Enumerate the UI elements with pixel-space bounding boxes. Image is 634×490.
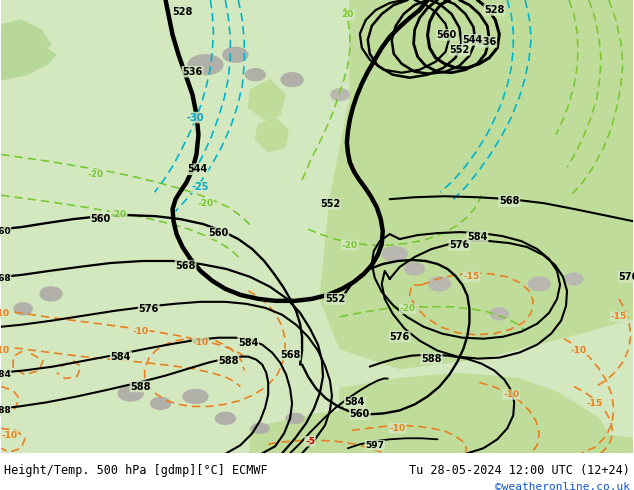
Text: 588: 588 [422, 354, 442, 364]
Ellipse shape [404, 263, 425, 275]
Text: Height/Temp. 500 hPa [gdmp][°C] ECMWF: Height/Temp. 500 hPa [gdmp][°C] ECMWF [4, 464, 268, 477]
Ellipse shape [183, 390, 208, 403]
Ellipse shape [286, 414, 304, 423]
Text: 552: 552 [320, 199, 340, 209]
Ellipse shape [151, 397, 171, 410]
Text: 568: 568 [176, 261, 196, 271]
Text: -15: -15 [611, 312, 627, 321]
Text: 584: 584 [345, 397, 365, 408]
Text: 552: 552 [325, 294, 345, 304]
Text: 560: 560 [208, 228, 228, 238]
Ellipse shape [490, 308, 508, 320]
Polygon shape [380, 0, 519, 80]
Text: 584: 584 [467, 232, 488, 242]
Ellipse shape [245, 69, 265, 81]
Ellipse shape [251, 423, 269, 433]
Text: 584: 584 [238, 338, 259, 348]
Ellipse shape [565, 273, 583, 285]
Text: -5: -5 [305, 437, 315, 446]
Polygon shape [249, 80, 285, 120]
Text: 568: 568 [499, 196, 519, 206]
Text: -30: -30 [187, 113, 204, 122]
Ellipse shape [216, 413, 235, 424]
Text: -10: -10 [390, 424, 406, 433]
Text: 588: 588 [0, 406, 11, 415]
Ellipse shape [40, 287, 62, 301]
Ellipse shape [188, 55, 223, 74]
Text: 560: 560 [0, 226, 11, 236]
Text: -10: -10 [0, 309, 10, 318]
Text: 528: 528 [484, 5, 505, 15]
Text: 576: 576 [450, 240, 470, 250]
Text: 560: 560 [350, 410, 370, 419]
Ellipse shape [382, 246, 407, 262]
Text: -25: -25 [191, 182, 209, 192]
Text: 20: 20 [342, 10, 354, 20]
Text: -20: -20 [111, 210, 127, 219]
Text: -10: -10 [0, 346, 10, 355]
Ellipse shape [429, 277, 451, 291]
Polygon shape [1, 45, 56, 80]
Text: 528: 528 [172, 7, 193, 17]
Text: Tu 28-05-2024 12:00 UTC (12+24): Tu 28-05-2024 12:00 UTC (12+24) [409, 464, 630, 477]
Text: -10: -10 [1, 431, 17, 440]
Ellipse shape [528, 277, 550, 291]
Text: 576: 576 [619, 272, 634, 282]
Text: 544: 544 [187, 164, 207, 174]
Polygon shape [256, 118, 288, 151]
Text: 560: 560 [91, 214, 111, 224]
Polygon shape [340, 373, 619, 453]
Ellipse shape [331, 89, 349, 100]
Ellipse shape [119, 386, 143, 401]
Text: -15: -15 [587, 399, 603, 408]
Text: -10: -10 [571, 346, 587, 355]
Text: 552: 552 [450, 45, 470, 55]
Text: -10: -10 [503, 390, 519, 399]
Text: -20: -20 [197, 199, 214, 208]
Text: -10: -10 [133, 327, 149, 336]
Text: 536: 536 [183, 67, 203, 77]
Ellipse shape [281, 73, 303, 87]
Ellipse shape [14, 303, 32, 315]
Polygon shape [250, 409, 633, 453]
Text: 588: 588 [218, 356, 238, 366]
Text: 568: 568 [280, 350, 301, 360]
Text: 568: 568 [0, 274, 11, 283]
Text: 544: 544 [462, 35, 482, 45]
Text: 584: 584 [0, 370, 11, 379]
Text: 584: 584 [110, 352, 131, 362]
Text: ©weatheronline.co.uk: ©weatheronline.co.uk [495, 482, 630, 490]
Text: 536: 536 [476, 37, 496, 47]
Polygon shape [1, 20, 51, 60]
Text: -15: -15 [463, 272, 479, 281]
Text: 560: 560 [436, 30, 456, 40]
Text: 588: 588 [131, 382, 151, 392]
Polygon shape [320, 0, 633, 368]
Text: -20: -20 [342, 241, 358, 249]
Text: 576: 576 [389, 332, 410, 342]
Ellipse shape [223, 48, 248, 62]
Text: 597: 597 [365, 441, 384, 450]
Text: -20: -20 [399, 304, 416, 313]
Text: 576: 576 [138, 304, 158, 314]
Text: -20: -20 [87, 170, 104, 179]
Text: -10: -10 [192, 338, 209, 347]
